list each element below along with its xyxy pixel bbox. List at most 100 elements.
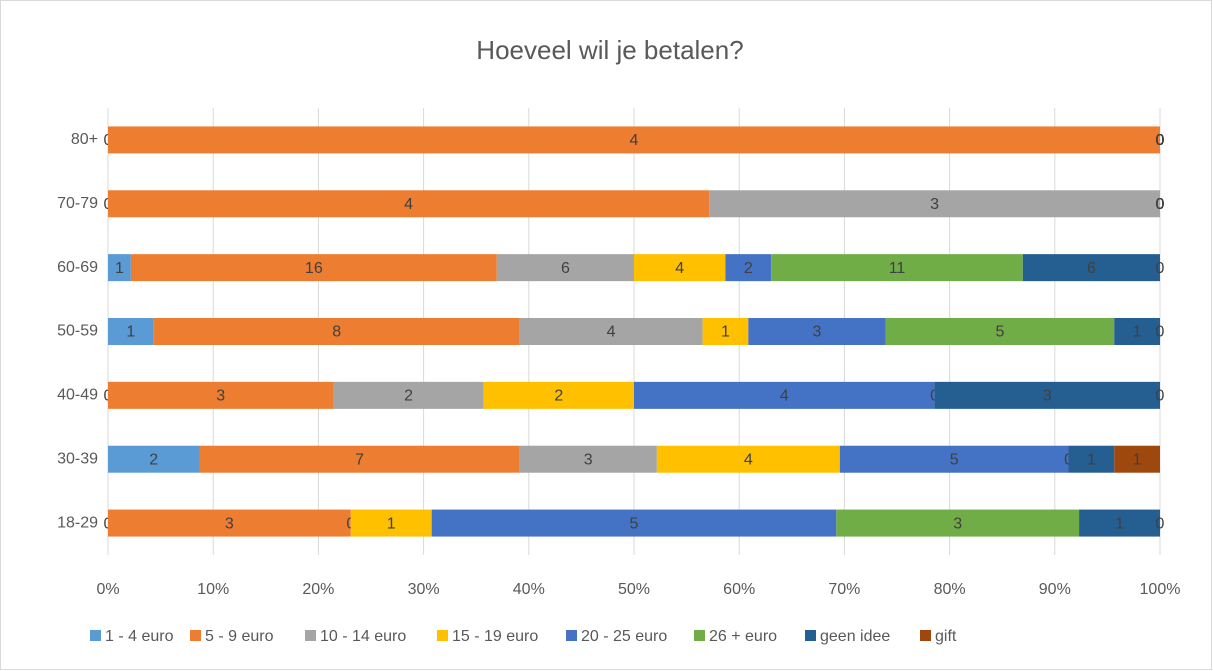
bar-segment (496, 254, 634, 282)
bar-segment (153, 318, 520, 345)
x-tick-label: 100% (1140, 581, 1181, 598)
x-tick-label: 70% (828, 581, 860, 598)
legend-label: 5 - 9 euro (205, 628, 274, 645)
legend-swatch (805, 630, 816, 641)
bar-segment (656, 445, 840, 473)
data-label: 3 (584, 451, 593, 468)
y-tick-label: 70-79 (57, 195, 98, 212)
legend-swatch (190, 630, 201, 641)
data-label: 1 (115, 260, 124, 277)
bar-segment (431, 509, 837, 537)
bar-segment (634, 254, 726, 282)
bar-segment (1114, 318, 1160, 345)
bar-segment (709, 190, 1160, 218)
data-label: 1 (1087, 451, 1096, 468)
bar-segment (108, 381, 334, 409)
data-label: 0 (1156, 132, 1165, 149)
data-label: 5 (995, 324, 1004, 341)
legend-swatch (437, 630, 448, 641)
y-tick-label: 60-69 (57, 259, 98, 276)
legend-swatch (305, 630, 316, 641)
data-label: 2 (744, 260, 753, 277)
bar-segment (885, 318, 1115, 345)
bar-segment (748, 318, 886, 345)
y-tick-label: 80+ (71, 131, 98, 148)
bar-segment (1022, 254, 1160, 282)
x-tick-label: 50% (618, 581, 650, 598)
bar-segment (839, 445, 1069, 473)
data-label: 0 (1156, 388, 1165, 405)
bar-segment (108, 190, 710, 218)
data-label: 3 (1043, 388, 1052, 405)
data-label: 8 (332, 324, 341, 341)
bar-segment (108, 445, 200, 473)
data-label: 4 (780, 388, 789, 405)
x-tick-label: 40% (513, 581, 545, 598)
bar-segment (333, 381, 484, 409)
legend-label: 15 - 19 euro (452, 628, 538, 645)
legend-label: 20 - 25 euro (581, 628, 667, 645)
data-label: 16 (305, 260, 323, 277)
x-tick-label: 90% (1039, 581, 1071, 598)
data-label: 5 (630, 515, 639, 532)
data-label: 2 (554, 388, 563, 405)
data-label: 3 (225, 515, 234, 532)
data-label: 7 (355, 451, 364, 468)
data-label: 0 (1156, 132, 1165, 149)
data-label: 0 (1156, 324, 1165, 341)
data-label: 0 (1156, 196, 1165, 213)
bar-segment (934, 381, 1160, 409)
data-label: 1 (1115, 515, 1124, 532)
x-tick-label: 20% (302, 581, 334, 598)
data-label: 4 (744, 451, 753, 468)
bar-segment (634, 381, 935, 409)
bar-segment (108, 254, 131, 282)
bar-segment (199, 445, 520, 473)
bar-segment (702, 318, 749, 345)
bar-segment (836, 509, 1080, 537)
data-label: 0 (1156, 132, 1165, 149)
data-label: 6 (1087, 260, 1096, 277)
data-label: 6 (561, 260, 570, 277)
legend-swatch (920, 630, 931, 641)
data-label: 4 (404, 196, 413, 213)
y-tick-label: 40-49 (57, 387, 98, 404)
x-tick-label: 30% (408, 581, 440, 598)
data-label: 0 (1156, 196, 1165, 213)
data-label: 2 (149, 451, 158, 468)
legend-label: 1 - 4 euro (105, 628, 174, 645)
y-tick-label: 18-29 (57, 514, 98, 531)
bar-segment (725, 254, 772, 282)
data-label: 3 (930, 196, 939, 213)
bar-segment (483, 381, 634, 409)
bar-segment (108, 126, 1160, 154)
data-label: 1 (126, 324, 135, 341)
bar-segment (519, 318, 703, 345)
data-label: 1 (1133, 324, 1142, 341)
x-tick-label: 80% (934, 581, 966, 598)
x-tick-label: 10% (197, 581, 229, 598)
legend-label: gift (935, 628, 957, 645)
data-label: 0 (1156, 132, 1165, 149)
bar-segment (350, 509, 432, 537)
data-label: 3 (953, 515, 962, 532)
data-label: 3 (216, 388, 225, 405)
data-label: 0 (1156, 132, 1165, 149)
data-label: 0 (1156, 196, 1165, 213)
data-label: 5 (950, 451, 959, 468)
bar-segment (130, 254, 497, 282)
bar-segment (519, 445, 657, 473)
x-tick-label: 60% (723, 581, 755, 598)
data-label: 11 (889, 260, 906, 277)
data-label: 1 (387, 515, 396, 532)
legend-swatch (566, 630, 577, 641)
legend-label: 10 - 14 euro (320, 628, 406, 645)
bar-segment (1114, 445, 1160, 473)
x-tick-label: 0% (96, 581, 119, 598)
chart-title: Hoeveel wil je betalen? (476, 35, 743, 65)
bar-segment (1068, 445, 1115, 473)
data-label: 3 (813, 324, 822, 341)
data-label: 1 (721, 324, 730, 341)
y-tick-label: 30-39 (57, 450, 98, 467)
